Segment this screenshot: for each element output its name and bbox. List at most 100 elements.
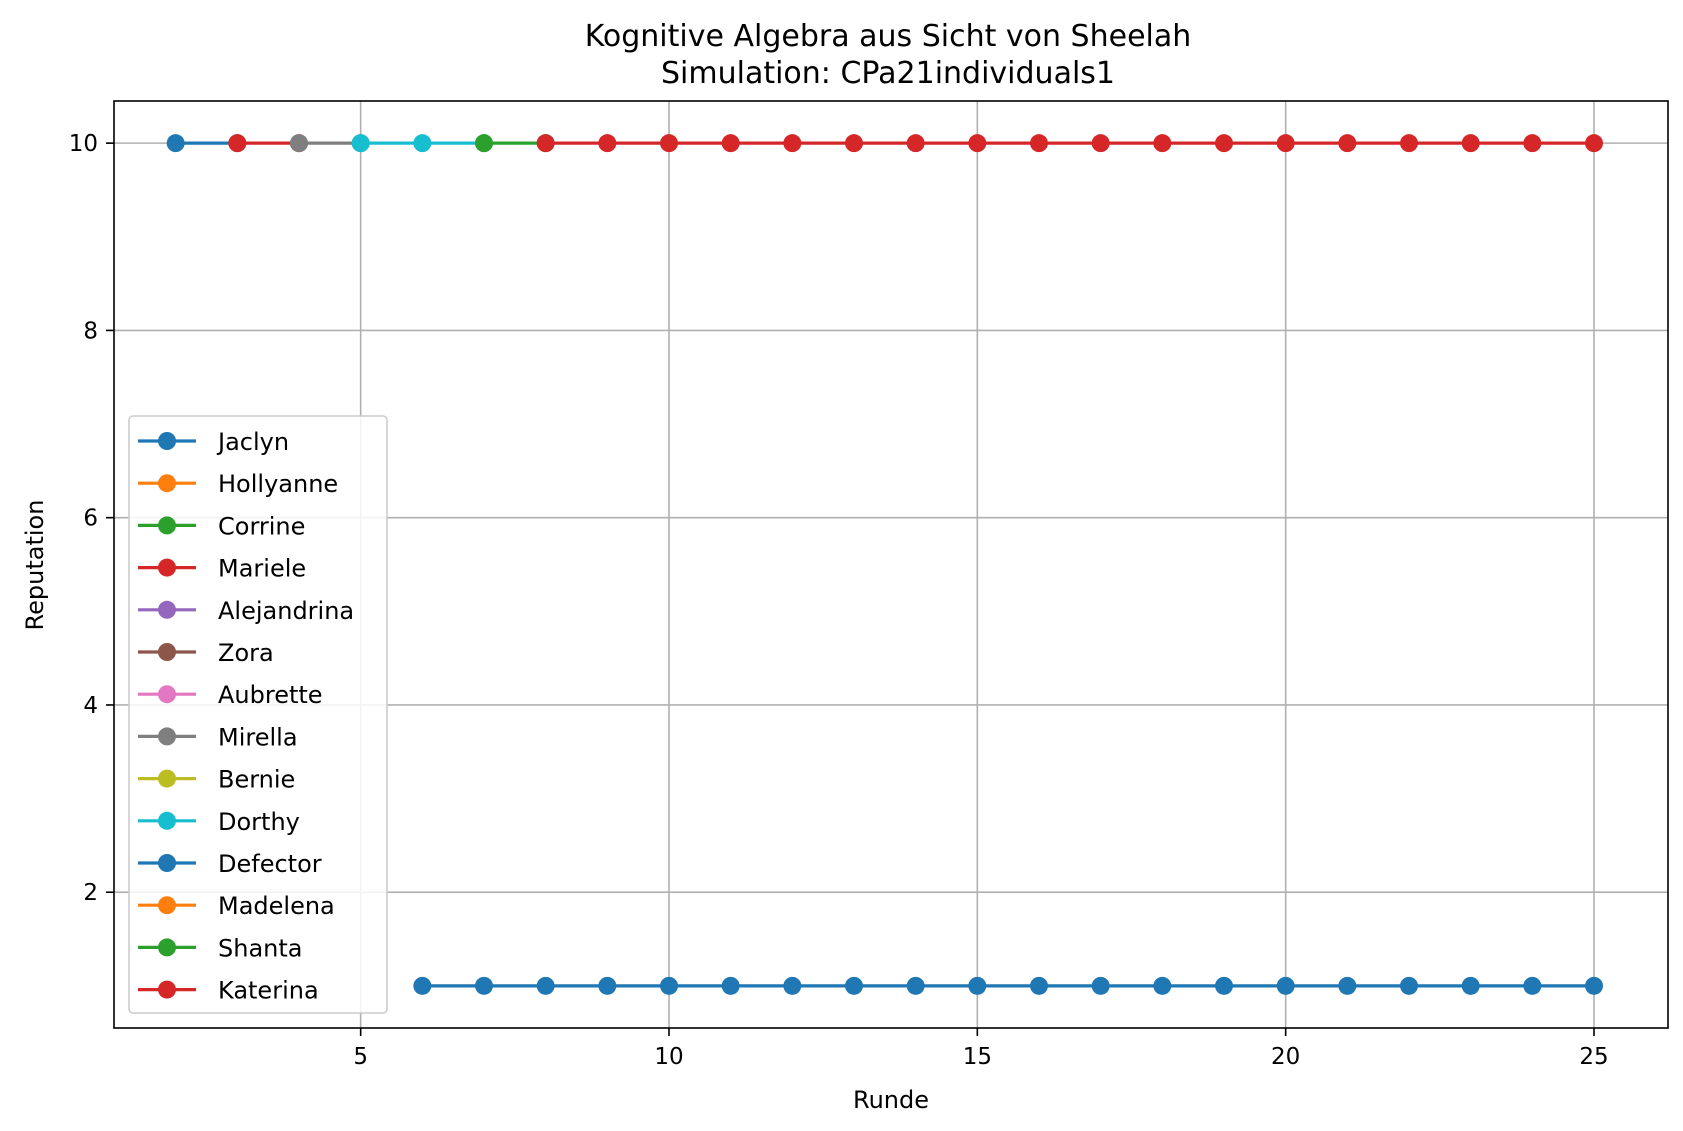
data-point-defector [1400,976,1418,995]
data-point-katerina [598,134,617,153]
data-point-jaclyn [166,134,185,153]
data-point-katerina [1091,134,1110,153]
x-tick-label: 20 [1271,1044,1300,1070]
legend-item: Aubrette [138,681,323,709]
data-point-defector [1585,976,1603,995]
legend-item: Hollyanne [138,470,338,498]
y-tick-label: 10 [69,131,98,157]
legend-label: Shanta [218,934,302,962]
x-tick-label: 10 [654,1044,683,1070]
data-point-dorthy [351,134,370,153]
legend-marker [158,474,176,493]
legend-box [128,415,388,1014]
legend-marker [158,643,176,661]
data-point-defector [783,976,802,995]
series-dorthy [351,134,493,153]
data-point-defector [598,976,617,995]
data-point-defector [475,976,493,995]
y-tick-label: 6 [83,506,98,532]
legend-label: Katerina [218,977,319,1005]
legend-item: Dorthy [138,808,300,836]
data-point-katerina [536,134,555,153]
data-point-defector [413,976,432,995]
data-point-defector [1215,976,1233,995]
legend-label: Zora [218,639,274,667]
legend: Jaclyn Hollyanne Corrine Mariele Alejandrina… [128,415,388,1014]
series-katerina [536,134,1603,153]
axis-ticks: 5 10 15 20 25 2 4 6 8 10 [69,131,1609,1070]
data-point-katerina [968,134,987,153]
y-tick-label: 8 [83,318,98,344]
data-point-katerina [660,134,678,153]
data-point-defector [968,976,987,995]
data-point-defector [906,976,925,995]
legend-item: Defector [138,850,322,878]
data-point-defector [1030,976,1048,995]
data-point-katerina [1461,134,1480,153]
data-point-defector [660,976,678,995]
legend-marker [158,980,176,999]
y-tick-label: 4 [83,693,98,719]
legend-marker [158,896,176,915]
legend-label: Jaclyn [216,428,289,456]
legend-marker [158,854,176,872]
data-point-defector [1091,976,1110,995]
x-tick-label: 5 [353,1044,368,1070]
legend-label: Madelena [218,892,335,920]
legend-marker [158,516,176,535]
legend-label: Bernie [218,766,295,794]
legend-marker [158,558,176,577]
legend-label: Defector [218,850,322,878]
plot-frame [113,100,1669,1029]
data-point-katerina [1338,134,1357,153]
legend-item: Katerina [138,977,319,1005]
legend-item: Corrine [138,512,305,540]
legend-marker [158,600,176,619]
legend-marker [158,727,176,746]
data-point-defector [1153,976,1172,995]
data-point-katerina [1030,134,1048,153]
x-tick-label: 15 [963,1044,992,1070]
y-tick-label: 2 [83,880,98,906]
chart-title: Kognitive Algebra aus Sicht von Sheelah [585,19,1192,54]
data-point-defector [721,976,740,995]
data-point-katerina [845,134,863,153]
data-point-mariele [228,134,247,153]
legend-item: Mariele [138,555,306,583]
x-axis-label: Runde [853,1086,929,1114]
data-point-defector [845,976,863,995]
chart-subtitle: Simulation: CPa21individuals1 [661,56,1115,91]
legend-item: Alejandrina [138,597,354,625]
series-defector [413,976,1603,995]
legend-marker [158,685,176,704]
data-point-defector [536,976,555,995]
data-point-mirella [290,134,308,153]
data-point-defector [1461,976,1480,995]
legend-label: Alejandrina [218,597,354,625]
data-point-shanta [475,134,493,153]
legend-item: Mirella [138,723,298,751]
data-point-katerina [1215,134,1233,153]
legend-label: Hollyanne [218,470,338,498]
data-point-katerina [1585,134,1603,153]
plot-series [166,134,1603,995]
data-point-katerina [1400,134,1418,153]
data-point-katerina [1523,134,1542,153]
legend-label: Aubrette [218,681,323,709]
legend-label: Dorthy [218,808,300,836]
legend-item: Bernie [138,766,295,794]
legend-marker [158,432,176,450]
legend-label: Mirella [218,723,298,751]
legend-item: Jaclyn [138,428,289,456]
x-tick-label: 25 [1579,1044,1608,1070]
legend-marker [158,811,176,830]
data-point-dorthy [413,134,432,153]
data-point-defector [1338,976,1357,995]
data-point-katerina [783,134,802,153]
y-axis-label: Reputation [21,500,49,631]
legend-marker [158,938,176,957]
legend-label: Mariele [218,555,306,583]
legend-item: Shanta [138,934,302,962]
data-point-katerina [906,134,925,153]
